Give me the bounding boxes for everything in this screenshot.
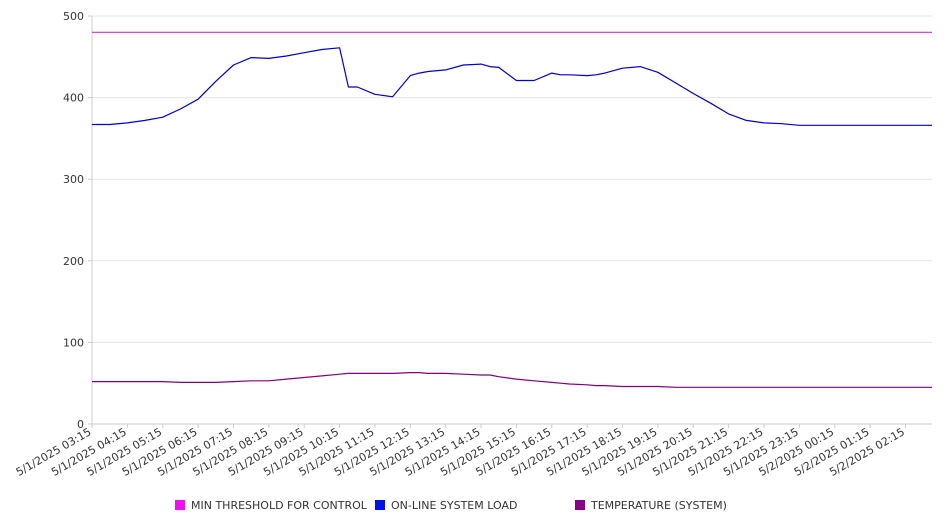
legend-label-min-threshold: MIN THRESHOLD FOR CONTROL xyxy=(191,498,367,512)
legend: MIN THRESHOLD FOR CONTROL ON-LINE SYSTEM… xyxy=(0,496,946,516)
legend-item-system-load[interactable]: ON-LINE SYSTEM LOAD xyxy=(375,496,517,514)
y-tick-label: 100 xyxy=(63,336,84,349)
legend-label-temperature: TEMPERATURE (SYSTEM) xyxy=(591,498,727,512)
axes xyxy=(91,16,932,425)
y-tick-label: 0 xyxy=(77,418,84,431)
legend-swatch-min-threshold xyxy=(175,500,185,510)
y-tick-label: 400 xyxy=(63,92,84,105)
y-tick-labels: 0 100 200 300 400 500 xyxy=(63,10,92,431)
x-tick-labels: 5/1/2025 03:155/1/2025 04:155/1/2025 05:… xyxy=(14,424,907,479)
system-load-line xyxy=(92,47,932,126)
y-tick-label: 300 xyxy=(63,173,84,186)
legend-swatch-temperature xyxy=(575,500,585,510)
y-tick-label: 200 xyxy=(63,255,84,268)
legend-label-system-load: ON-LINE SYSTEM LOAD xyxy=(391,498,518,512)
legend-swatch-system-load xyxy=(375,500,385,510)
series-lines xyxy=(92,31,932,388)
grid-lines xyxy=(92,15,932,343)
temperature-line xyxy=(92,372,932,388)
legend-item-temperature[interactable]: TEMPERATURE (SYSTEM) xyxy=(575,496,727,514)
legend-item-min-threshold[interactable]: MIN THRESHOLD FOR CONTROL xyxy=(175,496,367,514)
y-tick-label: 500 xyxy=(63,10,84,23)
